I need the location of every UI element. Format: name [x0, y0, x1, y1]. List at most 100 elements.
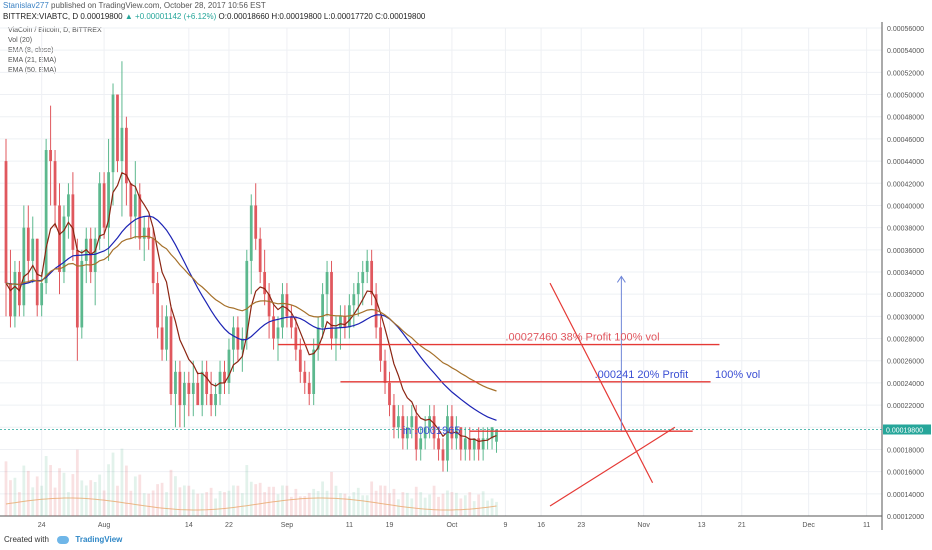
volume-bar — [142, 493, 146, 516]
candle-body — [325, 272, 329, 295]
up-arrow-icon: ▲ — [124, 12, 133, 21]
y-tick-label: 0.00030000 — [887, 314, 924, 321]
volume-bar — [463, 495, 467, 516]
x-tick-label: Sep — [281, 522, 294, 529]
candle-body — [182, 382, 186, 406]
candle-body — [174, 371, 177, 394]
volume-bar — [98, 474, 102, 516]
candle-body — [468, 438, 472, 450]
candle-body — [281, 294, 284, 328]
y-tick-label: 0.00042000 — [887, 181, 924, 188]
volume-bar — [423, 497, 427, 516]
ema-8-line — [5, 171, 497, 443]
volume-bar — [26, 470, 30, 516]
candle-body — [423, 427, 427, 439]
candle-body — [209, 394, 213, 406]
tradingview-logo-icon — [57, 535, 70, 544]
author-link[interactable]: Stanislav277 — [3, 1, 49, 10]
candle-body — [125, 127, 128, 184]
candle-body — [312, 349, 316, 394]
volume-bar — [209, 487, 213, 516]
y-tick-label: 0.00034000 — [887, 270, 924, 277]
current-price-tag — [883, 424, 931, 435]
volume-bar — [67, 492, 70, 516]
volume-bar — [401, 492, 405, 516]
volume-bar — [486, 500, 489, 516]
volume-bar — [232, 485, 235, 516]
candle-body — [405, 427, 409, 439]
volume-bar — [214, 498, 217, 516]
candle-body — [116, 94, 119, 162]
volume-bar — [75, 449, 79, 516]
x-tick-label: Dec — [802, 522, 815, 529]
volume-bar — [160, 482, 164, 516]
candle-body — [356, 283, 360, 295]
candle-body — [53, 161, 57, 206]
volume-bar — [102, 490, 106, 516]
volume-bar — [290, 496, 293, 516]
volume-bar — [379, 485, 382, 516]
candle-body — [62, 216, 66, 272]
x-tick-label: 11 — [346, 522, 353, 529]
x-tick-label: 9 — [503, 522, 507, 529]
volume-bar — [17, 492, 21, 516]
candle-body — [4, 161, 8, 284]
candle-body — [40, 283, 44, 306]
candle-body — [361, 272, 365, 284]
volume-bar — [4, 461, 8, 516]
y-tick-label: 0.00022000 — [887, 403, 924, 410]
volume-bar — [147, 493, 151, 516]
volume-bar — [196, 493, 200, 516]
publish-info: published on TradingView.com, October 28… — [51, 1, 266, 10]
volume-bar — [454, 492, 458, 516]
candle-body — [307, 382, 311, 394]
candle-body — [388, 382, 391, 406]
indicator-ema50: EMA (50, EMA) — [8, 67, 57, 74]
price-chart[interactable]: 0.00056000 0.00054000 0.00052000 0.00050000… — [0, 22, 932, 534]
candle-body — [93, 238, 97, 272]
candle-body — [102, 183, 106, 228]
volume-bar — [35, 476, 39, 516]
candle-body — [343, 316, 347, 328]
candle-body — [71, 194, 75, 250]
volume-bar — [468, 492, 472, 516]
volume-bar — [432, 485, 436, 516]
volume-bar — [343, 493, 347, 516]
volume-bar — [263, 492, 267, 516]
candle-body — [481, 438, 485, 450]
candle-body — [200, 371, 204, 406]
y-tick-label: 0.00012000 — [887, 514, 924, 521]
candle-body — [334, 327, 338, 339]
candle-body — [31, 238, 35, 261]
price-change: +0.00001142 (+6.12%) — [135, 12, 217, 21]
volume-bar — [361, 495, 365, 516]
volume-bar — [477, 494, 481, 516]
candle-body — [165, 316, 168, 350]
volume-bar — [156, 484, 159, 516]
indicator-vol: Vol (20) — [8, 37, 33, 44]
volume-bar — [174, 476, 177, 516]
tradingview-brand[interactable]: TradingView — [75, 535, 123, 544]
candle-body — [13, 272, 17, 317]
y-tick-label: 0.00014000 — [887, 492, 924, 499]
candle-body — [419, 438, 423, 450]
candle-body — [446, 416, 449, 461]
candle-body — [98, 183, 102, 239]
volume-ma-line — [5, 497, 497, 511]
x-tick-label: 22 — [225, 522, 233, 529]
volume-bar — [178, 487, 182, 516]
candle-body — [9, 283, 12, 317]
volume-bar — [236, 485, 240, 516]
candle-body — [227, 349, 231, 383]
volume-bar — [267, 486, 271, 516]
volume-bar — [437, 496, 440, 516]
volume-bar — [249, 481, 253, 516]
publisher-line: Stanislav277 published on TradingView.co… — [3, 1, 266, 10]
candle-body — [58, 205, 61, 272]
volume-bar — [31, 487, 35, 516]
volume-bar — [200, 493, 204, 516]
volume-bar — [450, 492, 454, 516]
volume-bar — [84, 485, 88, 516]
candle-body — [169, 316, 173, 394]
y-tick-label: 0.00052000 — [887, 70, 924, 77]
